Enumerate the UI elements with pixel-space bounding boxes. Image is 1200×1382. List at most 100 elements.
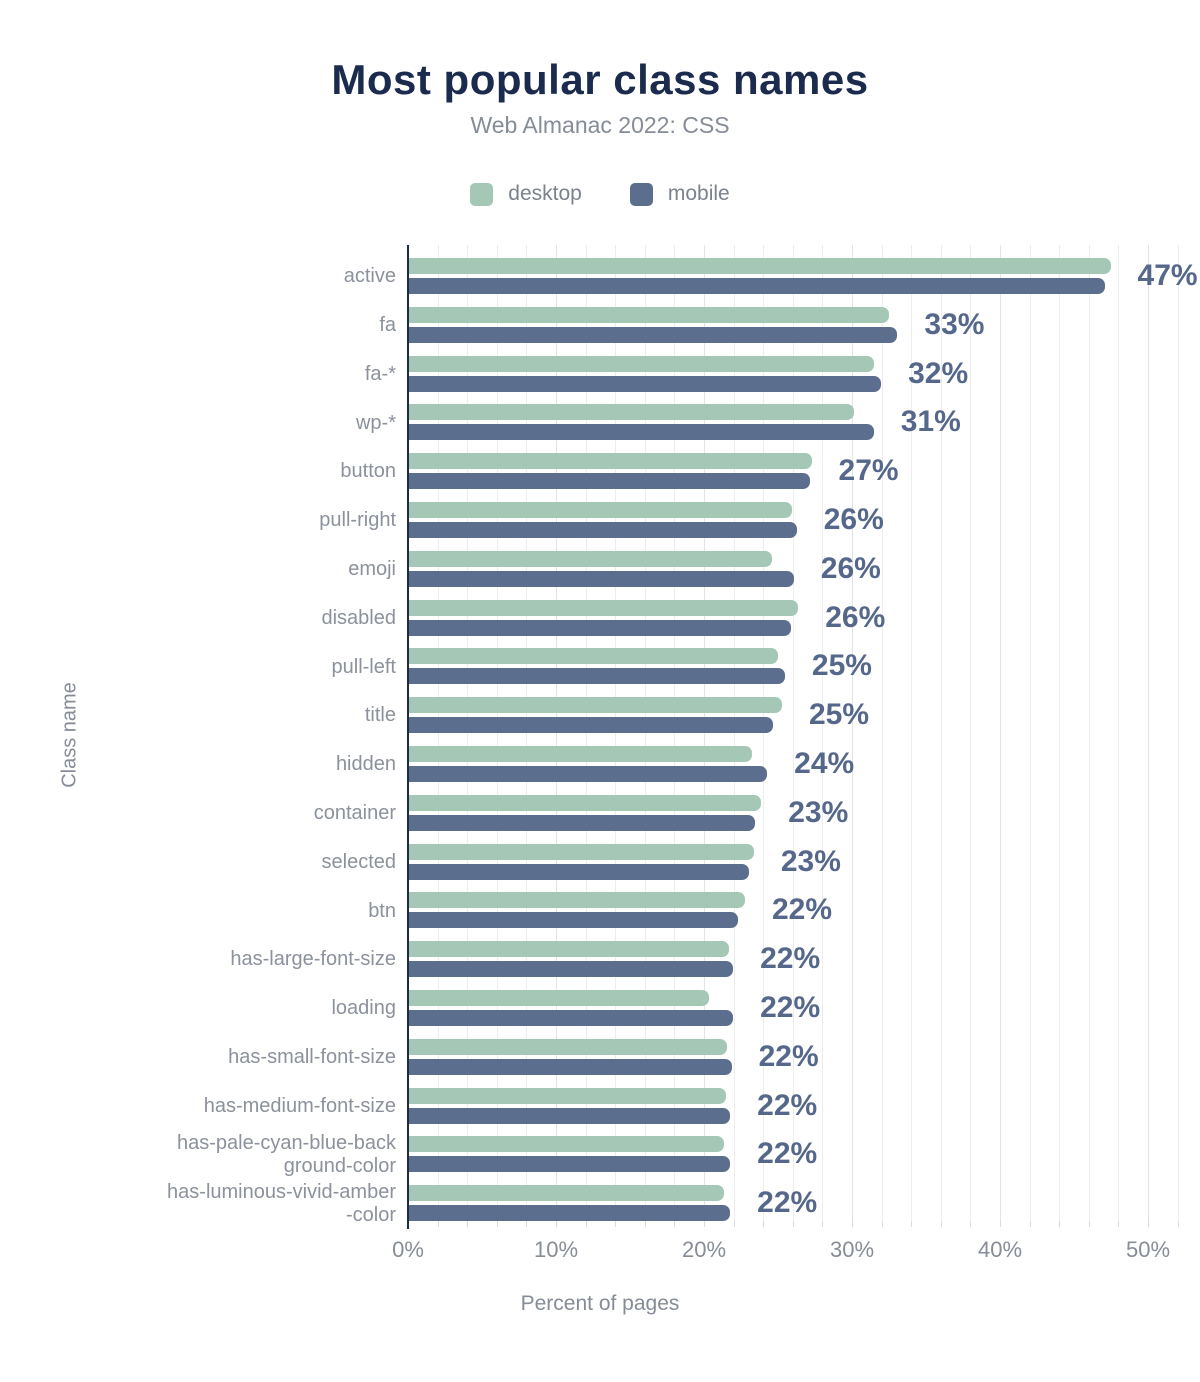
category-label-button: button xyxy=(0,447,396,496)
bar-desktop-pull-right[interactable] xyxy=(409,502,793,518)
x-tick-mark xyxy=(1059,1221,1061,1227)
x-axis-title: Percent of pages xyxy=(520,1292,680,1315)
x-tick-mark xyxy=(674,1221,676,1227)
bar-desktop-hidden[interactable] xyxy=(409,746,753,762)
bar-desktop-active[interactable] xyxy=(409,258,1111,274)
x-tick-mark xyxy=(822,1221,824,1227)
category-label-line: has-medium-font-size xyxy=(203,1094,396,1117)
value-label-has-small-font-size: 22% xyxy=(758,1039,819,1073)
bar-desktop-has-luminous-vivid-amber-color[interactable] xyxy=(409,1185,725,1202)
bar-mobile-loading[interactable] xyxy=(409,1010,734,1026)
bar-desktop-selected[interactable] xyxy=(409,843,754,860)
value-label-emoji: 26% xyxy=(820,551,881,585)
bar-mobile-pull-right[interactable] xyxy=(409,522,797,538)
gridline-26pct xyxy=(792,245,794,1221)
bar-mobile-selected[interactable] xyxy=(409,863,750,880)
bar-mobile-button[interactable] xyxy=(409,473,811,490)
value-label-has-medium-font-size: 22% xyxy=(757,1088,818,1122)
value-label-hidden: 24% xyxy=(794,747,855,780)
bar-desktop-fa[interactable] xyxy=(409,306,889,323)
bar-mobile-wp-*[interactable] xyxy=(409,424,874,441)
gridline-28pct xyxy=(822,245,824,1221)
chart-title: Most popular class names xyxy=(331,56,869,103)
category-label-loading: loading xyxy=(0,984,396,1033)
bar-desktop-has-pale-cyan-blue-background-color[interactable] xyxy=(409,1136,725,1153)
bar-desktop-has-medium-font-size[interactable] xyxy=(409,1087,726,1104)
bar-mobile-active[interactable] xyxy=(409,278,1105,294)
category-label-line: has-large-font-size xyxy=(230,948,396,971)
bar-desktop-disabled[interactable] xyxy=(409,599,799,616)
bar-mobile-emoji[interactable] xyxy=(409,570,794,587)
bar-desktop-pull-left[interactable] xyxy=(409,648,778,665)
value-label-disabled: 26% xyxy=(825,600,886,634)
x-tick-mark xyxy=(615,1221,617,1227)
value-label-wp-*: 31% xyxy=(900,405,961,439)
category-label-line: btn xyxy=(368,899,396,922)
y-axis-line xyxy=(407,245,409,1229)
bar-mobile-has-pale-cyan-blue-background-color[interactable] xyxy=(409,1156,731,1173)
x-tick-mark xyxy=(437,1221,439,1227)
bar-mobile-has-medium-font-size[interactable] xyxy=(409,1107,731,1124)
bar-mobile-fa-*[interactable] xyxy=(409,375,882,392)
x-tick-mark xyxy=(1177,1221,1179,1227)
bar-mobile-hidden[interactable] xyxy=(409,766,768,782)
legend-item-desktop[interactable]: desktop xyxy=(470,182,582,206)
bar-mobile-btn[interactable] xyxy=(409,912,738,929)
bar-desktop-has-small-font-size[interactable] xyxy=(409,1038,728,1055)
bar-mobile-has-small-font-size[interactable] xyxy=(409,1058,732,1075)
legend: desktop mobile xyxy=(0,180,1200,208)
bar-desktop-container[interactable] xyxy=(409,794,762,811)
category-label-line: pull-left xyxy=(331,655,396,678)
value-label-btn: 22% xyxy=(771,893,832,927)
bar-desktop-emoji[interactable] xyxy=(409,550,772,567)
bar-mobile-container[interactable] xyxy=(409,814,756,831)
category-label-line: wp-* xyxy=(355,411,396,434)
legend-label: mobile xyxy=(667,182,730,205)
x-tick-mark xyxy=(585,1221,587,1227)
category-label-emoji: emoji xyxy=(0,545,396,594)
x-tick-mark xyxy=(1000,1221,1001,1227)
gridline-36pct xyxy=(940,245,942,1221)
bar-desktop-fa-*[interactable] xyxy=(409,355,874,372)
desktop-swatch-icon xyxy=(470,182,494,206)
category-label-hidden: hidden xyxy=(0,740,396,789)
bar-desktop-has-large-font-size[interactable] xyxy=(409,941,729,958)
bar-desktop-loading[interactable] xyxy=(409,990,710,1006)
bar-desktop-title[interactable] xyxy=(409,697,782,714)
value-label-pull-right: 26% xyxy=(823,503,884,536)
x-tick-mark xyxy=(970,1221,972,1227)
value-label-has-luminous-vivid-amber-color: 22% xyxy=(757,1186,818,1220)
bar-desktop-wp-*[interactable] xyxy=(409,404,855,421)
bar-mobile-fa[interactable] xyxy=(409,326,898,343)
category-label-line: selected xyxy=(321,850,397,873)
category-label-pull-left: pull-left xyxy=(0,642,396,691)
category-label-line: title xyxy=(364,704,396,727)
bar-mobile-has-large-font-size[interactable] xyxy=(409,961,734,978)
x-tick-mark xyxy=(1029,1221,1031,1227)
y-axis-title: Class name xyxy=(58,682,81,788)
bar-mobile-title[interactable] xyxy=(409,717,774,734)
category-label-wp-*: wp-* xyxy=(0,398,396,447)
category-label-btn: btn xyxy=(0,886,396,935)
bar-mobile-has-luminous-vivid-amber-color[interactable] xyxy=(409,1205,731,1222)
legend-item-mobile[interactable]: mobile xyxy=(629,182,730,206)
category-label-selected: selected xyxy=(0,838,397,887)
category-label-line: has-small-font-size xyxy=(228,1046,396,1068)
bar-mobile-pull-left[interactable] xyxy=(409,668,785,685)
category-label-line: container xyxy=(313,802,396,824)
bar-desktop-btn[interactable] xyxy=(409,892,745,909)
x-tick-mark xyxy=(733,1221,735,1227)
x-tick-label-30%: 30% xyxy=(829,1237,875,1262)
x-tick-mark xyxy=(1118,1221,1120,1227)
value-label-loading: 22% xyxy=(760,991,821,1024)
bar-desktop-button[interactable] xyxy=(409,453,812,470)
x-tick-mark xyxy=(940,1221,942,1227)
bar-mobile-disabled[interactable] xyxy=(409,619,791,636)
value-label-container: 23% xyxy=(788,795,849,829)
x-tick-mark xyxy=(1148,1221,1149,1227)
gridline-44pct xyxy=(1059,245,1061,1221)
value-label-selected: 23% xyxy=(780,844,841,878)
x-tick-mark xyxy=(763,1221,765,1227)
value-label-active: 47% xyxy=(1137,259,1198,292)
